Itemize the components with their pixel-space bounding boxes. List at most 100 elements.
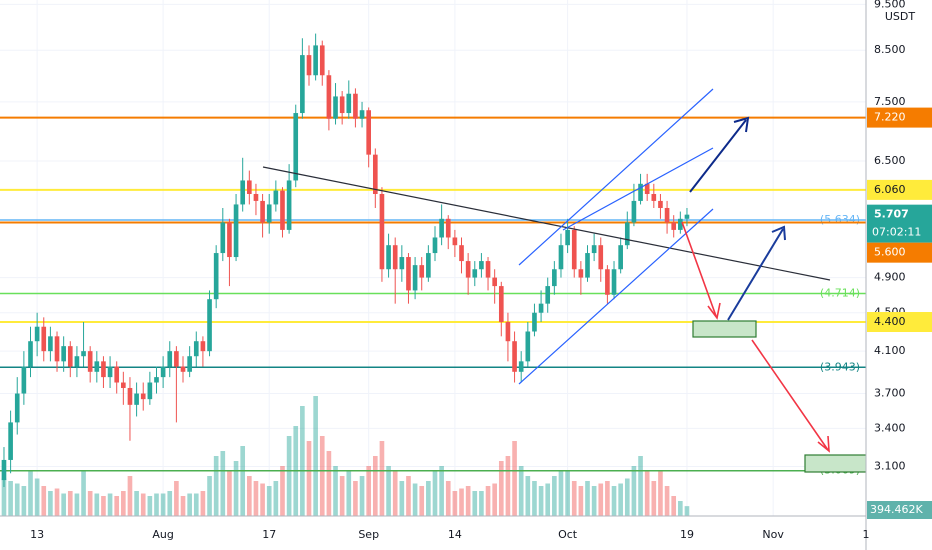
volume-bar <box>426 481 431 516</box>
volume-bar <box>412 483 418 516</box>
volume-bar <box>121 491 126 516</box>
candle-body <box>227 222 232 258</box>
y-tick-label: 3.100 <box>874 460 906 473</box>
candle-body <box>353 93 358 119</box>
candle-body <box>107 366 113 378</box>
candle-body <box>114 366 120 383</box>
volume-bar <box>558 471 564 516</box>
volume-bar <box>280 466 285 516</box>
arrow-down <box>681 221 721 320</box>
volume-bar <box>319 436 325 516</box>
volume-bar <box>54 488 60 516</box>
volume-bar <box>532 481 537 516</box>
candle-body <box>319 45 325 76</box>
volume-bar <box>41 486 47 516</box>
candle-body <box>459 245 464 262</box>
candle-body <box>571 229 577 270</box>
candles-layer <box>1 33 690 488</box>
candle-body <box>558 245 564 270</box>
candle-body <box>140 393 146 400</box>
volume-bar <box>399 481 405 516</box>
channel-lower <box>518 208 714 385</box>
candle-body <box>101 361 106 378</box>
volume-bar <box>664 486 670 516</box>
volume-bar <box>273 481 279 516</box>
volume-bar <box>94 493 100 516</box>
last-price-label: 5.707 <box>874 208 909 221</box>
candle-body <box>624 222 630 246</box>
candle-body <box>193 341 199 357</box>
price-label-box <box>867 179 932 200</box>
candle-body <box>54 336 60 362</box>
y-tick-label: 6.500 <box>874 154 906 167</box>
price-label-box <box>867 204 932 243</box>
volume-bar <box>147 496 153 516</box>
volume-bar <box>154 493 159 516</box>
candle-body <box>240 180 246 205</box>
candle-body <box>8 422 13 460</box>
volume-label-box <box>867 501 932 519</box>
arrow-down <box>751 339 830 453</box>
volume-bar <box>598 483 604 516</box>
candle-body <box>213 253 219 300</box>
candle-body <box>498 286 504 323</box>
volume-bar <box>472 491 478 516</box>
candle-body <box>412 265 418 291</box>
candle-body <box>28 341 33 367</box>
volume-bar <box>505 456 511 516</box>
candle-body <box>611 269 617 295</box>
volume-bar <box>193 493 199 516</box>
volume-bar <box>585 481 590 516</box>
volume-bar <box>419 486 425 516</box>
candle-body <box>512 341 517 372</box>
candle-body <box>532 312 537 332</box>
volume-bar <box>359 476 365 516</box>
candle-body <box>14 393 20 423</box>
volume-bar <box>1 478 7 516</box>
volume-bar <box>134 491 139 516</box>
volume-bar <box>333 466 338 516</box>
volume-bar <box>452 491 458 516</box>
candle-body <box>505 322 511 342</box>
x-tick-label: Oct <box>558 528 578 541</box>
volume-bar <box>671 496 677 516</box>
candle-body <box>134 393 139 405</box>
candle-body <box>406 257 411 291</box>
volume-bar <box>127 476 133 516</box>
candle-body <box>618 245 623 270</box>
price-axis <box>866 0 932 550</box>
candle-body <box>426 253 431 278</box>
candle-body <box>280 190 285 230</box>
volume-bar <box>81 471 86 516</box>
volume-bar <box>240 446 246 516</box>
volume-label: 394.462K <box>870 503 923 516</box>
candle-body <box>651 193 657 201</box>
volume-bar <box>618 483 623 516</box>
candle-body <box>445 218 451 238</box>
target-box <box>804 454 868 473</box>
candle-body <box>326 75 332 119</box>
candle-body <box>479 261 484 270</box>
candle-body <box>160 366 166 378</box>
candle-body <box>399 257 405 270</box>
volume-bar <box>87 491 93 516</box>
volume-bar <box>21 486 27 516</box>
volume-bar <box>678 501 683 516</box>
axis-layer: 9.5008.5007.5006.5004.9004.5004.1003.700… <box>30 0 932 541</box>
candle-body <box>346 93 352 114</box>
level-label: (5.634) <box>820 213 860 226</box>
volume-bar <box>386 466 391 516</box>
target-box <box>692 320 757 338</box>
volume-bar <box>406 476 411 516</box>
volume-bar <box>346 471 352 516</box>
countdown-label: 07:02:11 <box>872 226 921 239</box>
candle-body <box>379 193 385 270</box>
volume-bar <box>174 481 179 516</box>
volume-bar <box>658 471 663 516</box>
candle-body <box>565 229 570 246</box>
candle-body <box>48 336 53 352</box>
volume-bar <box>353 481 358 516</box>
volume-layer <box>1 396 690 516</box>
volume-bar <box>313 396 318 516</box>
